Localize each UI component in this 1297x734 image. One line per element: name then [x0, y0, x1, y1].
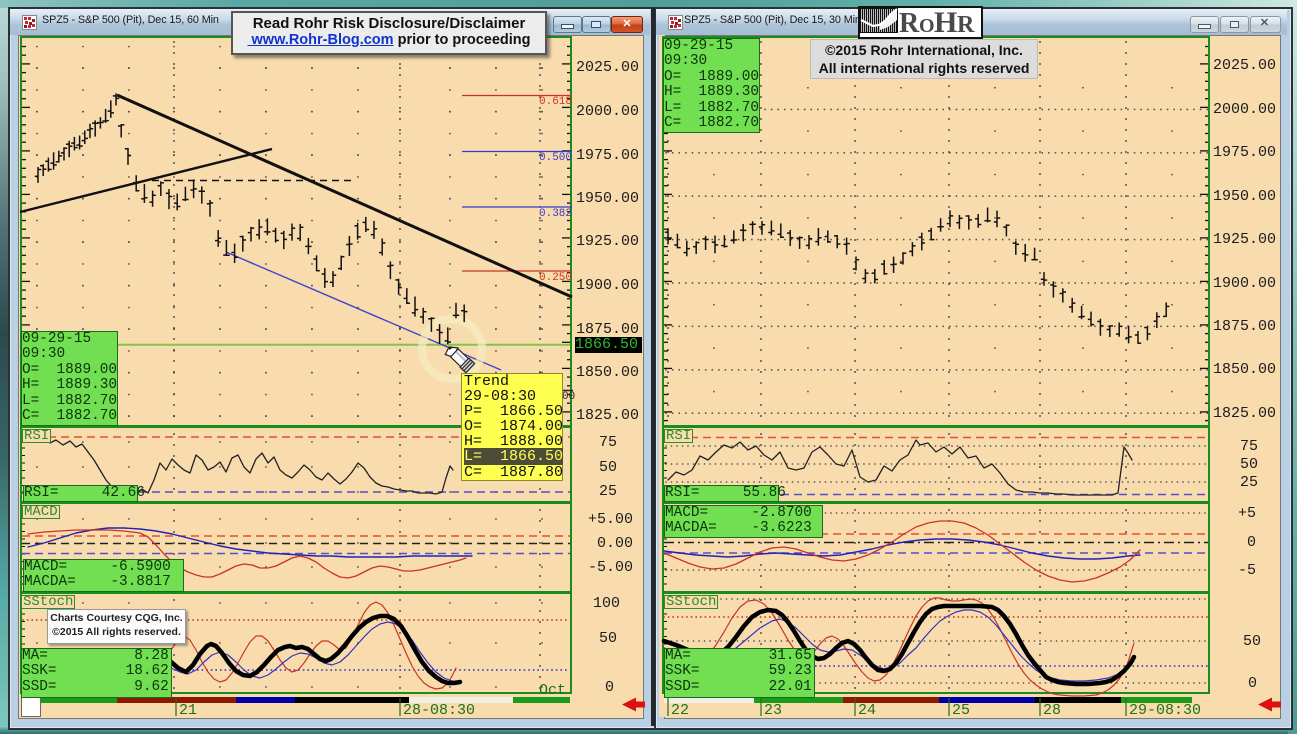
svg-text:R: R: [957, 12, 975, 35]
svg-text:O: O: [919, 15, 935, 35]
svg-text:H: H: [934, 8, 957, 35]
svg-text:R: R: [899, 8, 920, 35]
